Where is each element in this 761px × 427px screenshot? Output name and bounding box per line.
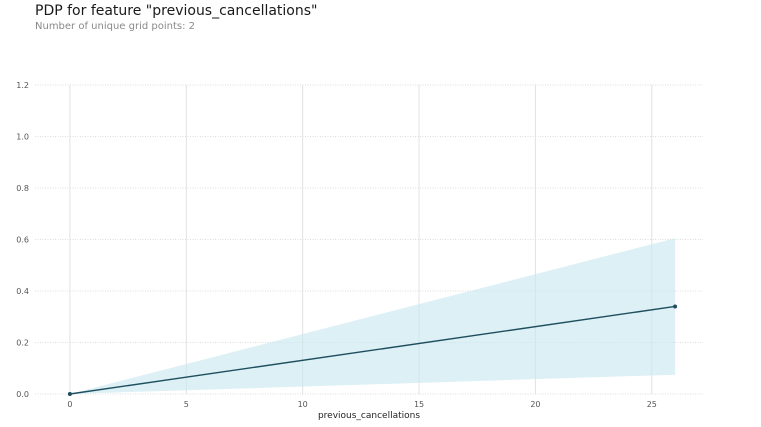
- y-tick-labels: 0.0 0.2 0.4 0.6 0.8 1.0 1.2: [16, 81, 29, 399]
- y-tick-label: 0.2: [16, 339, 29, 348]
- y-tick-label: 0.8: [16, 184, 29, 193]
- confidence-band-area: [69, 238, 676, 394]
- x-tick-label: 20: [530, 400, 540, 409]
- y-tick-label: 0.0: [16, 390, 29, 399]
- data-point: [67, 392, 72, 396]
- chart-subtitle: Number of unique grid points: 2: [35, 21, 196, 32]
- x-tick-labels: 0 5 10 15 20 25: [67, 400, 657, 409]
- x-tick-label: 10: [298, 400, 308, 409]
- data-point: [673, 304, 678, 309]
- grid-lines: [35, 84, 703, 395]
- x-tick-label: 0: [67, 400, 72, 409]
- x-tick-label: 25: [647, 400, 657, 409]
- data-points: [67, 304, 678, 396]
- x-tick-label: 15: [414, 400, 424, 409]
- series-lines: [69, 305, 676, 395]
- x-tick-label: 5: [184, 400, 189, 409]
- y-tick-label: 1.2: [16, 81, 29, 90]
- x-axis-label: previous_cancellations: [318, 411, 420, 421]
- y-tick-label: 0.6: [16, 236, 29, 245]
- pdp-line: [69, 305, 676, 395]
- confidence-band: [69, 238, 676, 394]
- y-tick-label: 1.0: [16, 133, 29, 142]
- y-tick-label: 0.4: [16, 287, 29, 296]
- chart-title: PDP for feature "previous_cancellations": [35, 3, 318, 19]
